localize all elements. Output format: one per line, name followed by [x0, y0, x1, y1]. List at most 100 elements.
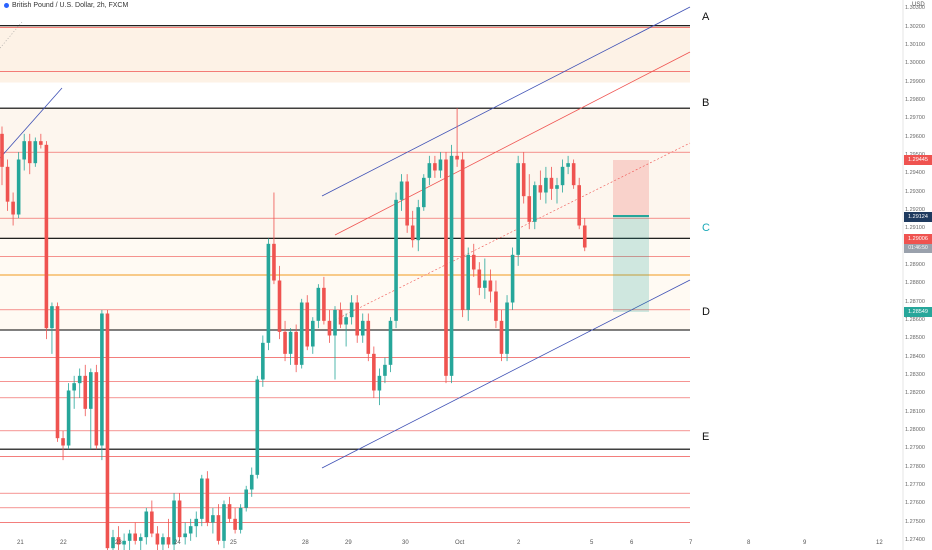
- candle-body: [322, 287, 326, 321]
- price-tick-label: 1.29400: [905, 170, 925, 177]
- candle-body: [516, 163, 520, 255]
- candle-body: [438, 159, 443, 171]
- price-tick-label: 1.29500: [905, 152, 925, 158]
- candle-body: [299, 302, 304, 365]
- time-tick-label: 7: [689, 540, 693, 546]
- candle-body: [366, 320, 371, 354]
- price-tick-label: 1.30100: [905, 41, 925, 48]
- candle-body: [577, 185, 581, 226]
- symbol-title: British Pound / U.S. Dollar, 2h, FXCM: [12, 2, 129, 9]
- candle-body: [261, 342, 265, 380]
- candle-body: [233, 518, 237, 530]
- candle-body: [494, 291, 498, 321]
- candle-body: [405, 181, 409, 226]
- candle-body: [61, 438, 65, 446]
- candle-body: [0, 133, 4, 167]
- price-tick-label: 1.28600: [905, 316, 925, 323]
- candle-body: [316, 287, 321, 321]
- candle-body: [144, 511, 149, 538]
- channel-lower-line: [321, 279, 691, 469]
- price-tick-label: 1.29300: [905, 188, 925, 195]
- countdown-badge: 01:46:50: [904, 244, 932, 253]
- stop-loss-zone[interactable]: [613, 160, 649, 216]
- channel-upper-line: [321, 6, 691, 197]
- candle-body: [194, 518, 199, 527]
- candle-body: [338, 309, 343, 325]
- price-tick-label: 1.27800: [905, 463, 925, 470]
- candle-body: [377, 375, 382, 391]
- supply-zone-a: [0, 25, 690, 83]
- price-tick-label: 1.28100: [905, 408, 925, 415]
- candle-body: [344, 317, 348, 325]
- entry-line[interactable]: [613, 215, 649, 217]
- candle-body: [127, 533, 132, 541]
- price-tick-label: 1.27500: [905, 518, 925, 525]
- symbol-header[interactable]: British Pound / U.S. Dollar, 2h, FXCM: [4, 2, 128, 9]
- candle-body: [255, 379, 260, 475]
- price-tick-label: 1.28400: [905, 353, 925, 360]
- candle-body: [544, 177, 548, 193]
- candle-body: [510, 254, 515, 303]
- candle-body: [427, 163, 432, 178]
- current-price-badge: 1.29445: [904, 155, 932, 165]
- candle-body: [582, 225, 587, 248]
- take-profit-zone[interactable]: [613, 216, 649, 312]
- candle-body: [277, 280, 282, 332]
- candle-body: [161, 537, 165, 545]
- candle-body: [33, 141, 38, 164]
- candle-body: [11, 201, 15, 215]
- price-tick-label: 1.27900: [905, 445, 925, 452]
- trend-line-left: [0, 87, 63, 159]
- candle-body: [183, 533, 187, 538]
- candle-body: [272, 243, 276, 281]
- candle-body: [555, 185, 559, 189]
- candle-body: [533, 185, 537, 222]
- symbol-status-icon: [4, 3, 9, 8]
- price-tick-label: 1.27700: [905, 481, 925, 488]
- candle-body: [266, 243, 271, 343]
- level-label-b: B: [702, 97, 710, 109]
- candle-body: [227, 504, 232, 519]
- candle-body: [460, 159, 465, 310]
- candle-body: [172, 500, 176, 545]
- candle-body: [333, 309, 337, 336]
- candle-body: [249, 474, 254, 490]
- time-tick-label: 22: [60, 540, 67, 546]
- candle-body: [150, 511, 154, 534]
- candle-body: [466, 254, 470, 310]
- price-tick-label: 1.28000: [905, 426, 925, 433]
- candle-body: [177, 500, 182, 538]
- price-tick-label: 1.30200: [905, 23, 925, 30]
- candle-body: [72, 383, 76, 391]
- price-tick-label: 1.28200: [905, 390, 925, 397]
- level-label-c: C: [702, 222, 710, 234]
- level-label-d: D: [702, 306, 710, 318]
- price-tick-label: 1.27400: [905, 536, 925, 543]
- level-label-e: E: [702, 431, 710, 443]
- price-tick-label: 1.28900: [905, 261, 925, 268]
- candle-body: [89, 372, 93, 409]
- candle-body: [122, 540, 126, 545]
- level-label-a: A: [702, 11, 710, 23]
- candle-body: [100, 313, 104, 446]
- candle-body: [238, 507, 243, 530]
- candle-body: [571, 163, 576, 186]
- zone-c: [0, 238, 690, 330]
- candle-body: [305, 302, 310, 347]
- candle-body: [211, 515, 215, 523]
- candle-body: [44, 144, 49, 329]
- candle-body: [5, 166, 10, 202]
- candle-body: [388, 320, 393, 365]
- currency-label[interactable]: USD: [912, 2, 925, 8]
- price-tick-label: 1.28800: [905, 280, 925, 287]
- time-tick-label: 23: [115, 540, 122, 546]
- candle-body: [222, 504, 226, 541]
- time-tick-label: 29: [345, 540, 352, 546]
- price-tick-label: 1.29800: [905, 96, 925, 103]
- candle-body: [560, 166, 565, 186]
- candle-body: [477, 269, 482, 288]
- candle-body: [244, 489, 248, 508]
- candle-body: [116, 537, 121, 545]
